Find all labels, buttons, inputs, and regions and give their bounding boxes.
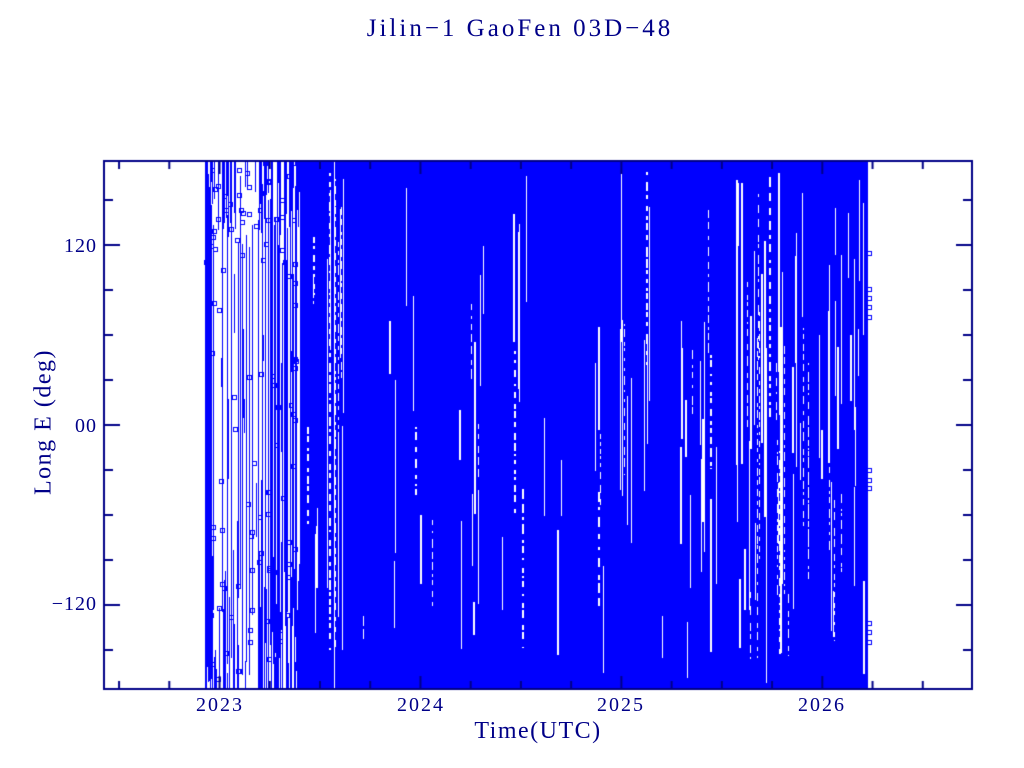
chart-title: Jilin−1 GaoFen 03D−48 (366, 15, 674, 42)
x-axis-label: Time(UTC) (474, 718, 602, 744)
y-tick-label-00: 00 (75, 415, 97, 437)
y-tick-label-120: 120 (64, 235, 97, 257)
x-tick-label-2026: 2026 (798, 694, 846, 716)
x-tick-label-2024: 2024 (397, 694, 445, 716)
x-tick-label-2025: 2025 (597, 694, 645, 716)
y-tick-label-minus120: −120 (51, 593, 97, 615)
x-tick-label-2023: 2023 (196, 694, 244, 716)
